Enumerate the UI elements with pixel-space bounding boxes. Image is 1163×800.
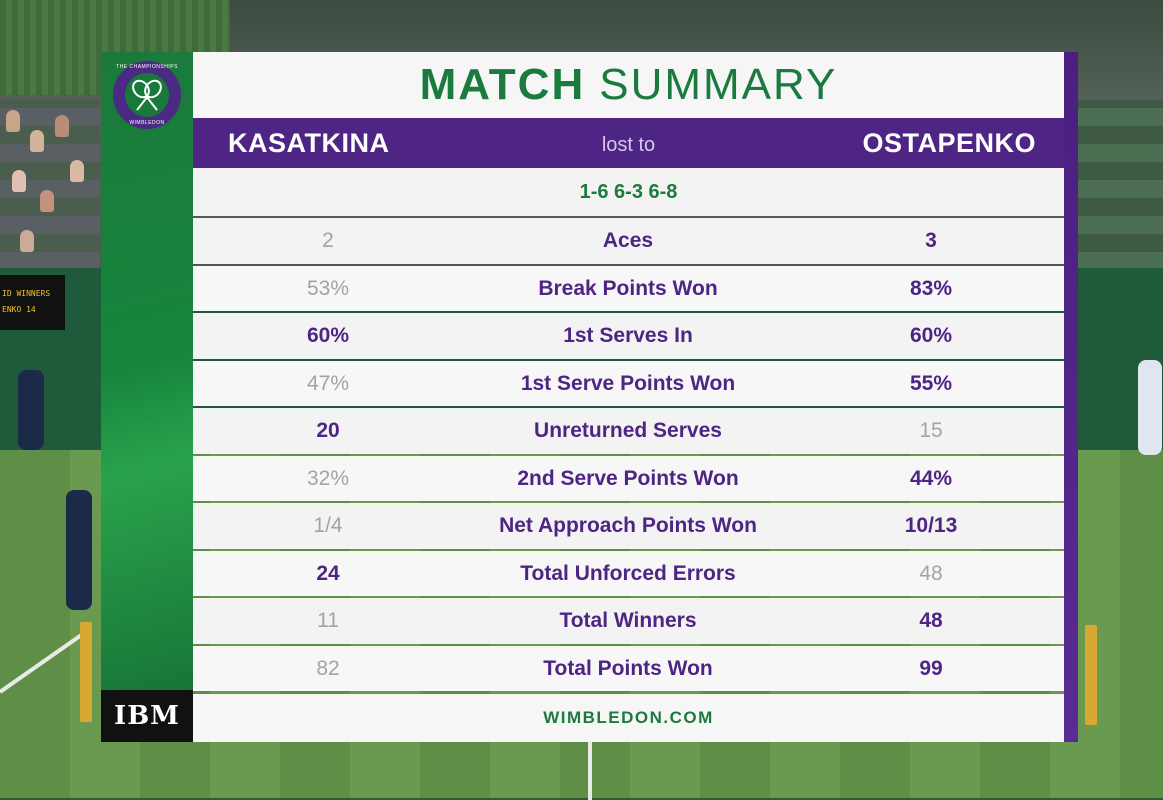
summary-panel: MATCH SUMMARY KASATKINA lost to OSTAPENK… (193, 52, 1064, 742)
stat-row: 32% 2nd Serve Points Won 44% (193, 455, 1064, 501)
logo-bottom-text: WIMBLEDON (129, 120, 165, 126)
stat-left-value: 47% (306, 371, 350, 395)
stat-label: 1st Serve Points Won (520, 371, 736, 395)
stat-right-value: 48 (919, 561, 943, 585)
crossed-rackets-icon (125, 73, 169, 117)
stat-row: 47% 1st Serve Points Won 55% (193, 360, 1064, 406)
stat-left-value: 53% (306, 276, 350, 300)
stat-row: 60% 1st Serves In 60% (193, 313, 1064, 359)
title-light: SUMMARY (599, 60, 838, 109)
stat-left-value: 1/4 (313, 514, 343, 537)
stat-row: 11 Total Winners 48 (193, 598, 1064, 644)
stat-label: 2nd Serve Points Won (517, 466, 739, 490)
stat-label: Aces (602, 229, 654, 252)
match-summary-card: THE CHAMPIONSHIPS WIMBLEDON IBM MATCH SU… (101, 52, 1078, 742)
stat-left-value: 24 (316, 561, 340, 585)
stat-label: Total Winners (559, 609, 697, 632)
stat-right-value: 3 (925, 229, 937, 252)
scoreboard-line: ID WINNERS (2, 289, 51, 298)
stat-left-value: 82 (316, 656, 340, 680)
logo-top-text: THE CHAMPIONSHIPS (116, 64, 178, 70)
stat-label: Unreturned Serves (534, 419, 722, 442)
crowd-right (1078, 100, 1163, 270)
scoreboard-line: ENKO 14 (2, 305, 36, 314)
stat-right-value: 83% (909, 276, 953, 300)
title-bold: MATCH (419, 60, 586, 109)
stat-left-value: 20 (316, 419, 340, 442)
stat-right-value: 55% (909, 371, 953, 395)
net-post (80, 622, 92, 722)
players-bar: KASATKINA lost to OSTAPENKO (193, 118, 1064, 168)
stat-row: 24 Total Unforced Errors 48 (193, 550, 1064, 596)
court-line (588, 740, 592, 800)
stat-right-value: 99 (919, 656, 943, 680)
stat-right-value: 44% (909, 466, 953, 490)
ball-person (66, 490, 92, 610)
stat-label: Break Points Won (538, 276, 718, 300)
net-post (1085, 625, 1097, 725)
stat-label: Total Unforced Errors (520, 561, 736, 585)
ibm-logo: IBM (101, 690, 193, 742)
stat-right-value: 48 (919, 609, 943, 632)
stat-left-value: 60% (306, 324, 350, 347)
purple-edge (1064, 52, 1078, 742)
crowd-left (0, 100, 100, 270)
stat-row: 53% Break Points Won 83% (193, 265, 1064, 311)
result-text: lost to (601, 134, 656, 156)
title-bar: MATCH SUMMARY (193, 52, 1064, 118)
stat-label: 1st Serves In (563, 324, 693, 347)
footer-link[interactable]: WIMBLEDON.COM (193, 694, 1064, 742)
stat-label: Total Points Won (543, 656, 713, 680)
player-left: KASATKINA (228, 128, 390, 158)
stat-row: 20 Unreturned Serves 15 (193, 408, 1064, 454)
logo-column: THE CHAMPIONSHIPS WIMBLEDON IBM (101, 52, 193, 742)
player-right: OSTAPENKO (862, 128, 1036, 158)
line-judge (1138, 360, 1162, 455)
stat-right-value: 60% (909, 324, 953, 347)
line-judge (18, 370, 44, 450)
stadium-scoreboard: ID WINNERS ENKO 14 (0, 275, 65, 330)
stat-left-value: 2 (322, 229, 334, 252)
stat-right-value: 10/13 (904, 514, 958, 537)
stat-row: 2 Aces 3 (193, 218, 1064, 264)
stat-right-value: 15 (919, 419, 943, 442)
stats-table: 2 Aces 3 53% Break Points Won 83% 60% 1st Serve… (193, 218, 1064, 693)
stat-left-value: 11 (317, 609, 339, 632)
stat-row: 1/4 Net Approach Points Won 10/13 (193, 503, 1064, 549)
stat-left-value: 32% (306, 466, 350, 490)
stat-label: Net Approach Points Won (499, 514, 757, 537)
wimbledon-logo: THE CHAMPIONSHIPS WIMBLEDON (110, 58, 184, 132)
set-score: 1-6 6-3 6-8 (193, 168, 1064, 216)
stat-row: 82 Total Points Won 99 (193, 645, 1064, 691)
